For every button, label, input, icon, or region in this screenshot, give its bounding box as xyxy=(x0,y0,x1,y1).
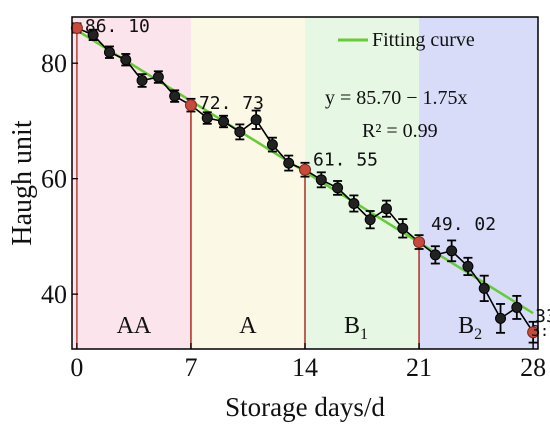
data-point-day-11 xyxy=(250,109,262,130)
x-tick-label-14: 14 xyxy=(292,353,318,382)
data-point-day-3 xyxy=(120,53,132,67)
data-point-day-25 xyxy=(478,274,490,302)
threshold-marker-day-7 xyxy=(184,99,197,112)
data-point-day-20 xyxy=(397,218,409,239)
axes: 0 7 14 21 28 40 60 80 xyxy=(41,16,546,382)
marker xyxy=(397,222,409,234)
threshold-marker-day-14 xyxy=(299,163,311,176)
marker xyxy=(234,126,246,138)
marker xyxy=(429,249,441,261)
edge-clipped-label: 3: xyxy=(531,322,549,340)
data-point-day-19 xyxy=(380,199,392,218)
fit-equation: y = 85.70 − 1.75x xyxy=(325,87,468,109)
data-point-day-12 xyxy=(266,136,278,153)
marker xyxy=(201,112,213,124)
threshold-label-day-28: 33.41 xyxy=(535,306,550,327)
region-b2 xyxy=(419,17,538,349)
threshold-label-day-21: 49. 02 xyxy=(431,214,496,235)
marker xyxy=(478,282,490,294)
marker xyxy=(266,139,278,151)
marker xyxy=(511,301,523,313)
data-point-day-8 xyxy=(201,111,213,125)
legend-label-fitting-curve: Fitting curve xyxy=(372,29,475,51)
marker xyxy=(218,116,230,128)
threshold-label-day-0: 86. 10 xyxy=(85,16,150,37)
region-a xyxy=(190,17,305,349)
marker xyxy=(446,245,458,257)
region-label-a: A xyxy=(239,313,257,339)
region-labels: AA A B1 B2 xyxy=(117,313,483,343)
marker xyxy=(120,54,132,66)
marker xyxy=(364,214,376,226)
region-aa xyxy=(72,17,191,349)
marker xyxy=(87,29,99,41)
threshold-label-day-7: 72. 73 xyxy=(199,93,264,114)
marker xyxy=(152,71,164,83)
y-tick-label-80: 80 xyxy=(41,49,67,78)
marker xyxy=(315,174,327,186)
threshold-label-day-14: 61. 55 xyxy=(313,150,378,171)
data-point-day-1 xyxy=(87,28,99,41)
y-tick-label-60: 60 xyxy=(41,165,67,194)
data-point-day-17 xyxy=(348,194,360,213)
data-point-day-10 xyxy=(234,123,246,141)
data-point-day-6 xyxy=(169,89,181,103)
fit-r-squared: R² = 0.99 xyxy=(362,120,438,142)
data-point-day-24 xyxy=(462,256,474,276)
legend: Fitting curve xyxy=(338,29,475,51)
marker xyxy=(169,90,181,102)
data-point-day-15 xyxy=(315,171,327,189)
data-point-day-18 xyxy=(364,210,376,230)
data-point-day-2 xyxy=(103,45,115,59)
marker xyxy=(103,46,115,58)
data-point-day-16 xyxy=(332,180,344,196)
threshold-marker-day-0 xyxy=(70,21,83,34)
marker xyxy=(332,182,344,194)
region-label-aa: AA xyxy=(117,313,152,339)
marker xyxy=(283,157,295,169)
x-tick-label-21: 21 xyxy=(406,353,432,382)
data-point-day-4 xyxy=(136,73,148,88)
data-point-day-9 xyxy=(218,114,230,129)
data-point-day-23 xyxy=(446,239,458,263)
marker xyxy=(380,203,392,215)
x-tick-label-28: 28 xyxy=(520,353,546,382)
x-tick-label-0: 0 xyxy=(70,353,83,382)
marker xyxy=(495,312,507,324)
marker xyxy=(136,75,148,87)
y-axis-label: Haugh unit xyxy=(7,120,38,245)
x-tick-label-7: 7 xyxy=(184,353,197,382)
marker xyxy=(462,260,474,272)
grade-threshold-points: 86. 10 72. 73 61. 55 49. 02 33.413: xyxy=(70,16,550,340)
marker xyxy=(348,197,360,209)
data-point-day-27 xyxy=(511,294,523,320)
data-point-day-22 xyxy=(429,245,441,265)
data-point-day-26 xyxy=(495,303,507,334)
data-point-day-13 xyxy=(283,154,295,172)
x-axis-label: Storage days/d xyxy=(225,392,385,422)
grade-dividers xyxy=(76,27,534,349)
marker xyxy=(250,114,262,126)
quality-grade-regions xyxy=(72,17,538,349)
y-tick-label-40: 40 xyxy=(41,280,67,309)
data-point-day-5 xyxy=(152,70,164,84)
threshold-marker-day-21 xyxy=(413,236,426,249)
